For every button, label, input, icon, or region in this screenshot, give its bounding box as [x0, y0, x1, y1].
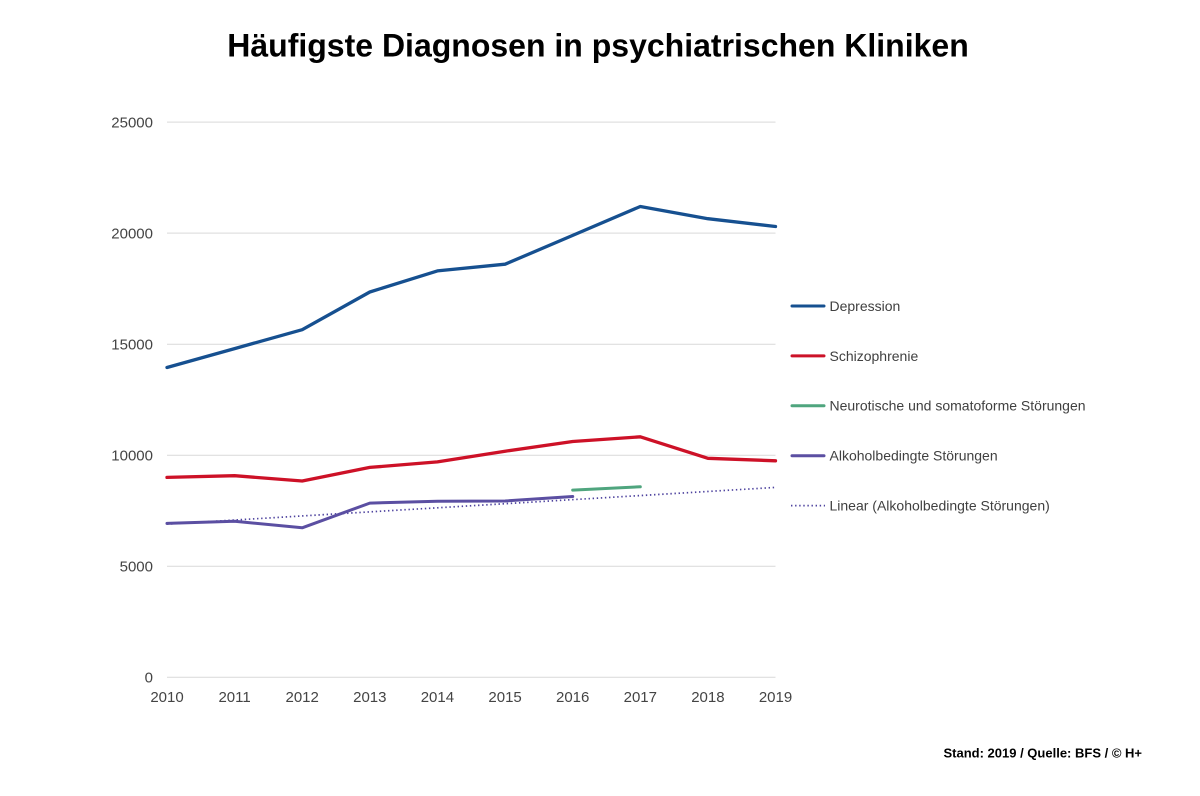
svg-text:Häufigste Diagnosen in psychia: Häufigste Diagnosen in psychiatrischen K…	[227, 28, 969, 64]
svg-text:2018: 2018	[691, 689, 724, 706]
svg-text:Stand: 2019 / Quelle: BFS / ©: Stand: 2019 / Quelle: BFS / © H+	[944, 746, 1143, 761]
svg-text:2011: 2011	[218, 689, 250, 706]
svg-text:5000: 5000	[120, 559, 153, 576]
svg-text:2019: 2019	[759, 689, 792, 706]
svg-text:10000: 10000	[111, 448, 153, 465]
svg-text:Linear (Alkoholbedingte Störun: Linear (Alkoholbedingte Störungen)	[830, 498, 1050, 514]
svg-text:25000: 25000	[111, 114, 153, 131]
svg-text:2017: 2017	[624, 689, 657, 706]
svg-text:2014: 2014	[421, 689, 454, 706]
svg-text:15000: 15000	[111, 337, 153, 354]
svg-text:Depression: Depression	[830, 298, 901, 314]
svg-text:Schizophrenie: Schizophrenie	[830, 348, 919, 364]
svg-text:Alkoholbedingte Störungen: Alkoholbedingte Störungen	[830, 448, 998, 464]
svg-text:2010: 2010	[150, 689, 183, 706]
svg-text:20000: 20000	[111, 225, 153, 242]
svg-text:2013: 2013	[353, 689, 386, 706]
svg-text:Neurotische und somatoforme St: Neurotische und somatoforme Störungen	[830, 398, 1086, 414]
svg-text:2015: 2015	[488, 689, 521, 706]
svg-text:0: 0	[145, 670, 153, 687]
svg-text:2016: 2016	[556, 689, 589, 706]
svg-text:2012: 2012	[286, 689, 319, 706]
